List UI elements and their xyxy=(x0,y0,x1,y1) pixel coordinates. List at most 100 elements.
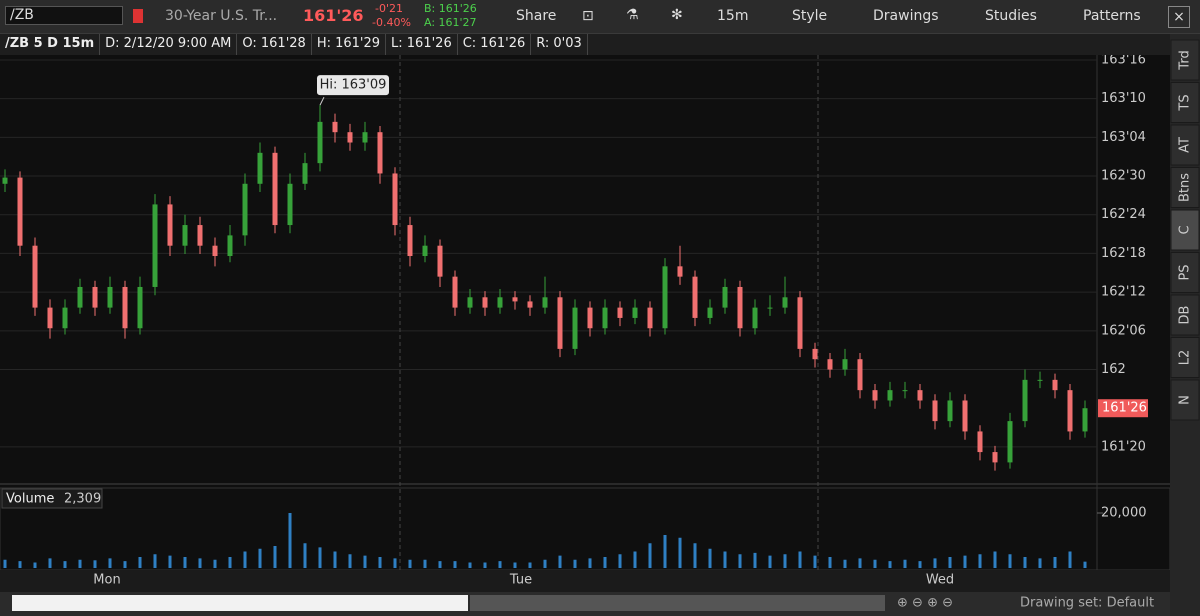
side-tab-label[interactable]: Trd xyxy=(1178,50,1193,70)
candle-body xyxy=(2,177,8,184)
candle-body xyxy=(332,121,338,133)
candle-body xyxy=(227,235,233,257)
icon[interactable]: ✻ xyxy=(671,7,683,23)
y-tick-label: 162'12 xyxy=(1101,285,1146,300)
candle-body xyxy=(377,132,383,174)
side-tab-label[interactable]: DB xyxy=(1178,306,1193,325)
close-icon[interactable]: × xyxy=(1168,6,1190,28)
scroll-thumb[interactable] xyxy=(470,595,885,611)
side-tab[interactable] xyxy=(1170,337,1200,378)
side-tab[interactable] xyxy=(1170,124,1200,166)
candle-body xyxy=(77,286,83,308)
y-tick-label: 161'20 xyxy=(1101,439,1146,454)
side-tab-label[interactable]: C xyxy=(1178,225,1193,234)
volume-bar xyxy=(723,551,727,568)
candle-body xyxy=(602,307,608,329)
volume-bar xyxy=(288,513,292,568)
icon[interactable]: ⊡ xyxy=(582,8,594,24)
annotation-box xyxy=(317,75,389,96)
button[interactable]: Drawings xyxy=(873,8,939,24)
candle-body xyxy=(917,390,923,401)
ask: A: 161'27 xyxy=(424,16,477,29)
volume-bar xyxy=(213,559,217,568)
candle-body xyxy=(452,276,458,308)
volume-bar xyxy=(828,557,832,568)
volume-bar xyxy=(333,551,337,568)
side-tab[interactable] xyxy=(1170,167,1200,208)
candle-body xyxy=(992,452,998,463)
icon[interactable]: ⚗ xyxy=(626,7,639,23)
zoom-icons[interactable]: ⊕ ⊖ ⊕ ⊖ xyxy=(897,596,953,611)
candle-body xyxy=(857,359,863,391)
volume-bar xyxy=(513,562,517,568)
volume-bar xyxy=(633,551,637,568)
volume-bar xyxy=(198,558,202,568)
side-tab-label[interactable]: N xyxy=(1178,395,1193,405)
volume-bar xyxy=(1053,557,1057,568)
candle-body xyxy=(257,152,263,184)
volume-bar xyxy=(138,557,142,568)
volume-bar xyxy=(948,557,952,568)
side-tab[interactable] xyxy=(1170,39,1200,81)
info-item: H: 161'29 xyxy=(312,34,387,55)
side-tab[interactable] xyxy=(1170,379,1200,421)
button[interactable]: Patterns xyxy=(1083,8,1141,24)
side-tab-label[interactable]: PS xyxy=(1178,264,1193,280)
side-tab-label[interactable]: L2 xyxy=(1178,350,1193,366)
volume-bar xyxy=(933,558,937,568)
y-tick-label: 163'16 xyxy=(1101,52,1146,67)
button[interactable]: Share xyxy=(516,8,557,24)
candle-body xyxy=(467,297,473,308)
volume-title: Volume xyxy=(6,492,54,507)
drawing-set[interactable]: Drawing set: Default xyxy=(1020,596,1154,611)
candle-body xyxy=(872,390,878,401)
info-item: L: 161'26 xyxy=(386,34,458,55)
link-icon[interactable] xyxy=(133,9,143,23)
button[interactable]: Style xyxy=(792,8,828,24)
volume-bar xyxy=(888,561,892,568)
time-axis xyxy=(0,570,1170,592)
volume-bar xyxy=(963,555,967,568)
day-label: Mon xyxy=(93,573,120,588)
button[interactable]: Studies xyxy=(985,8,1037,24)
volume-bar xyxy=(438,561,442,568)
info-item: /ZB 5 D 15m xyxy=(0,34,101,55)
volume-bar xyxy=(168,555,172,568)
info-item: D: 2/12/20 9:00 AM xyxy=(100,34,238,55)
last-price-label: 161'26 xyxy=(1102,401,1147,416)
side-tab[interactable] xyxy=(1170,252,1200,293)
candle-body xyxy=(17,177,23,246)
volume-bar xyxy=(423,559,427,568)
candle-body xyxy=(902,390,908,392)
volume-bar xyxy=(318,547,322,568)
volume-bar xyxy=(378,557,382,568)
side-tab[interactable] xyxy=(1170,209,1200,251)
volume-bar xyxy=(228,557,232,568)
candle-body xyxy=(392,173,398,226)
volume-bar xyxy=(243,551,247,568)
candle-body xyxy=(347,132,353,143)
candle-body xyxy=(812,348,818,360)
y-tick-label: 162'18 xyxy=(1101,246,1146,261)
side-tab-label[interactable]: Btns xyxy=(1178,173,1193,202)
volume-bar xyxy=(78,559,82,568)
side-tab-label[interactable]: AT xyxy=(1178,137,1193,153)
volume-bar xyxy=(1068,551,1072,568)
candle-body xyxy=(1082,408,1088,432)
scroll-track[interactable] xyxy=(12,595,468,611)
side-tab[interactable] xyxy=(1170,294,1200,336)
candle-body xyxy=(1022,379,1028,422)
candle-body xyxy=(947,400,953,422)
button[interactable]: 15m xyxy=(717,8,749,24)
volume-bar xyxy=(603,557,607,568)
last-price: 161'26 xyxy=(303,6,364,25)
side-tab-label[interactable]: TS xyxy=(1178,94,1193,111)
volume-value: 2,309 xyxy=(64,492,101,507)
symbol-box[interactable]: /ZB xyxy=(5,6,123,25)
candle-body xyxy=(767,307,773,309)
volume-bar xyxy=(1038,558,1042,568)
side-tab[interactable] xyxy=(1170,82,1200,123)
volume-bar xyxy=(618,554,622,568)
y-tick-label: 20,000 xyxy=(1101,506,1147,521)
